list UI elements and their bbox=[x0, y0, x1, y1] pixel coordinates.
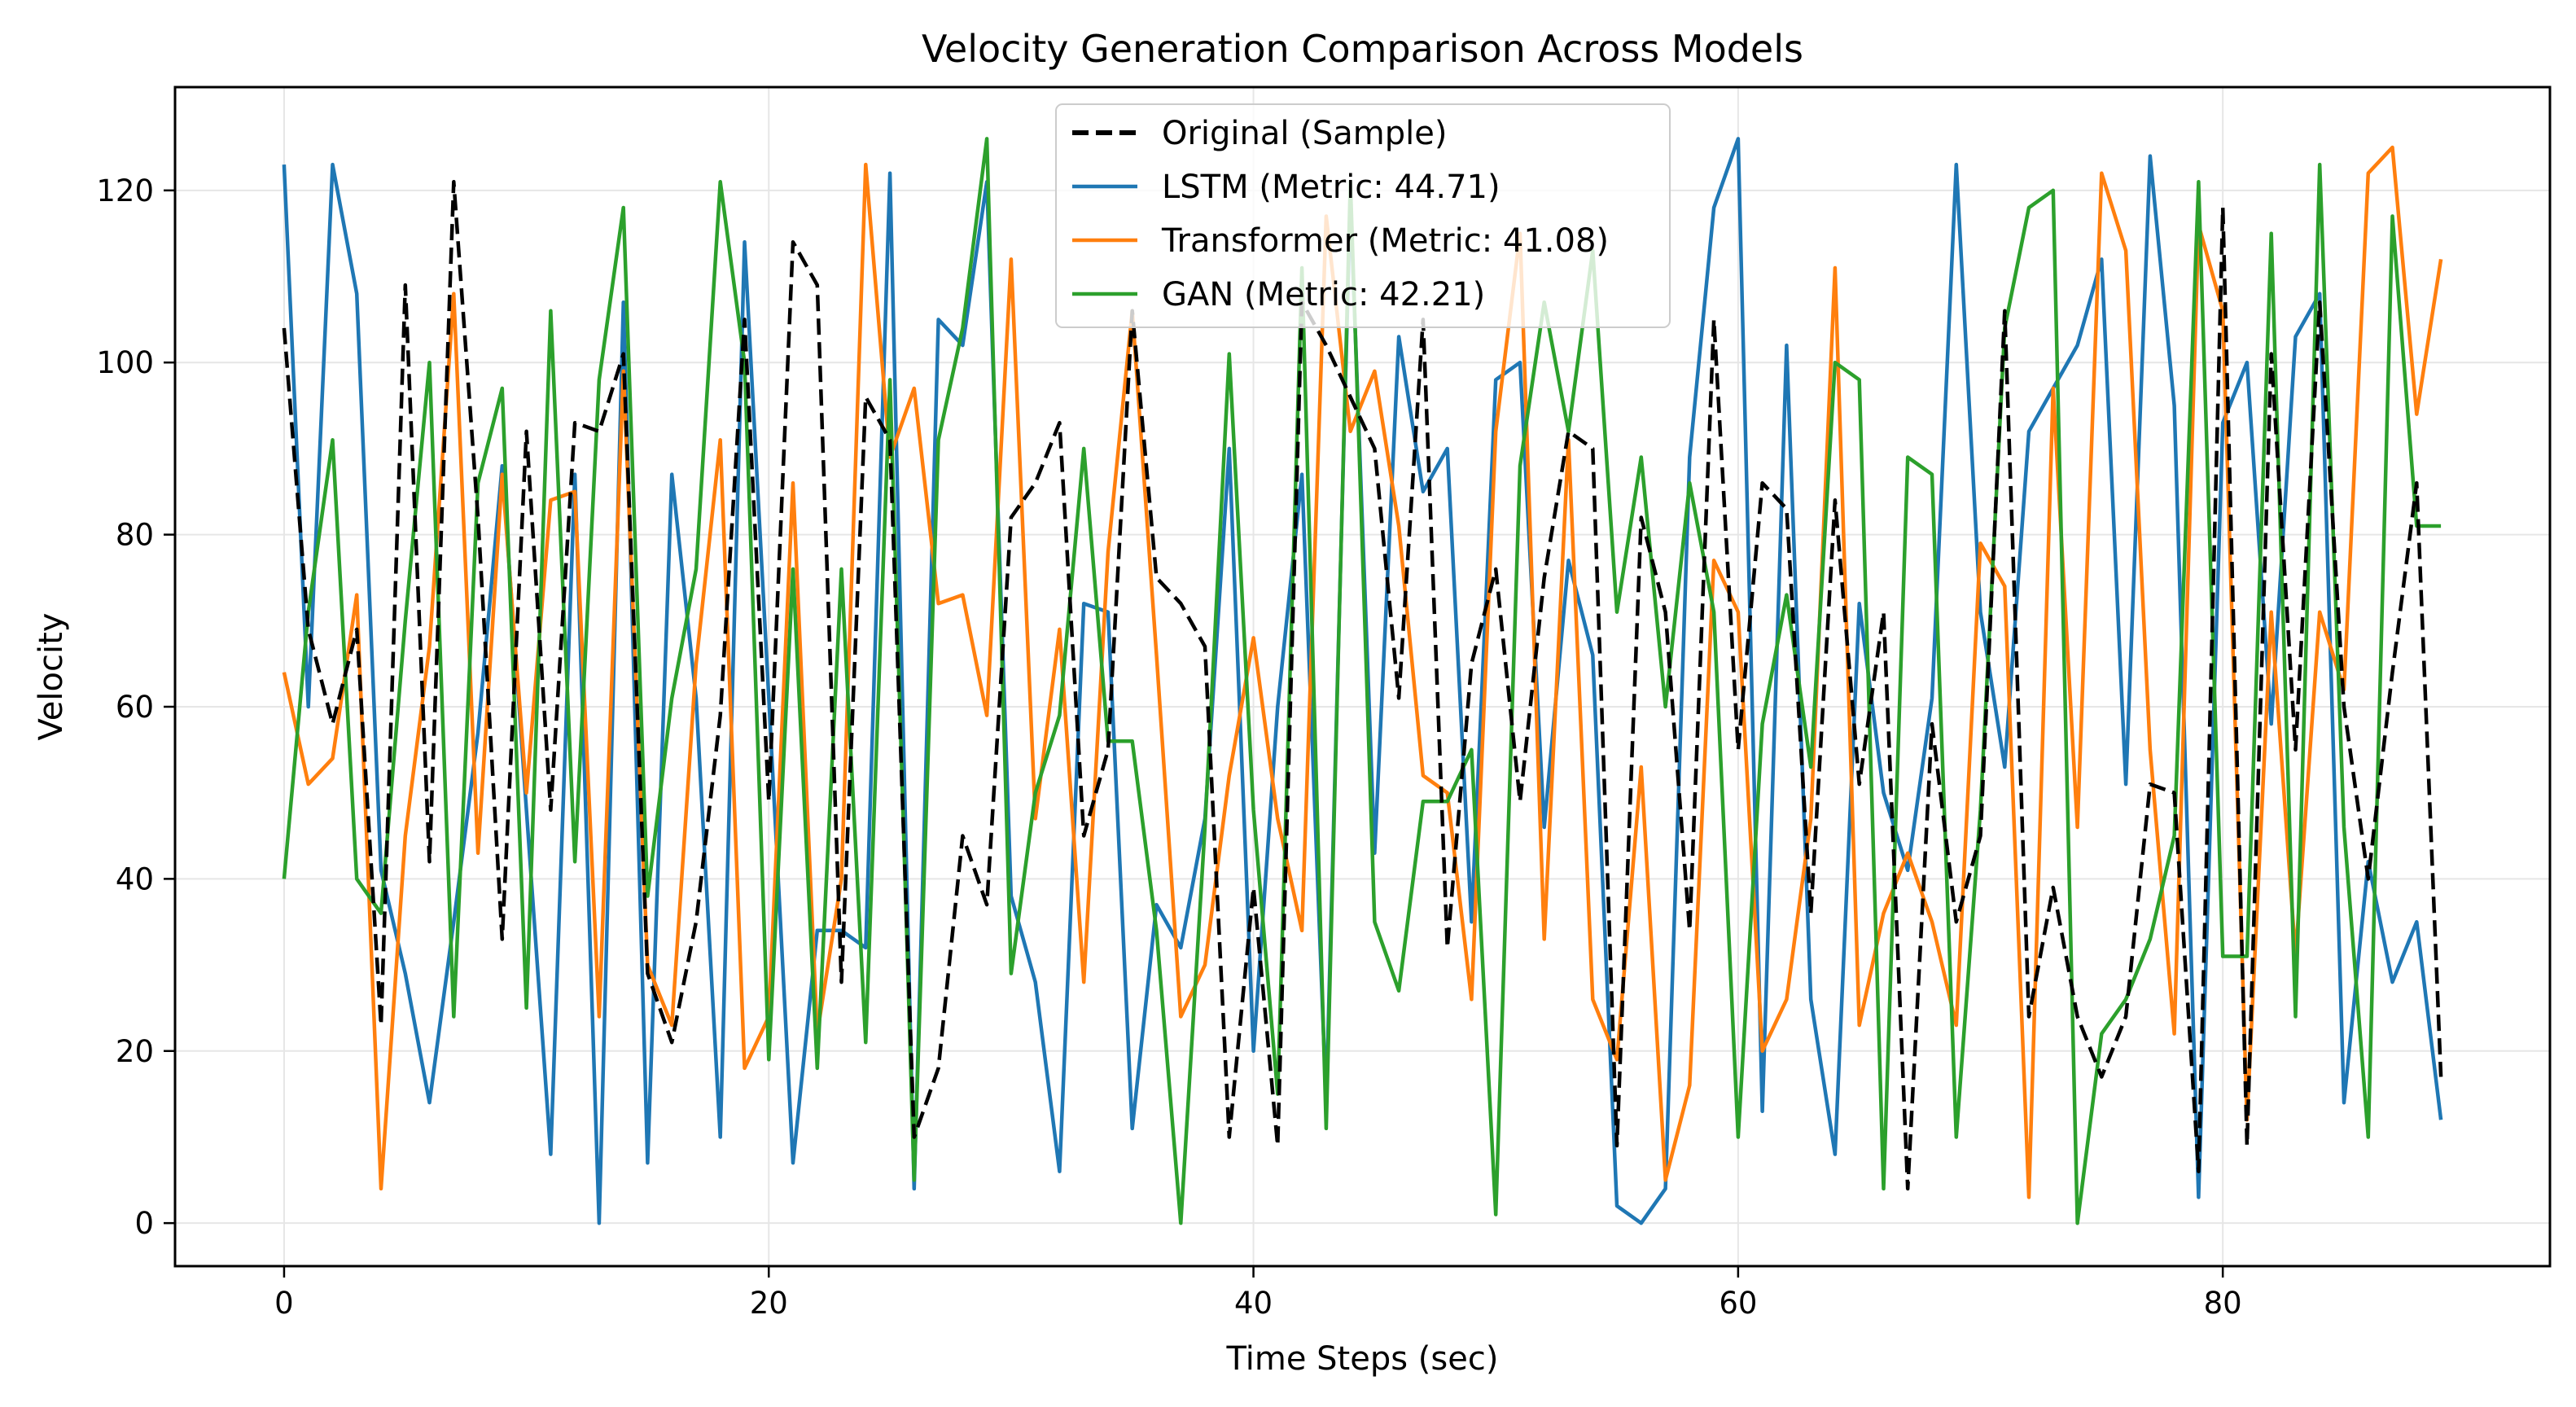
legend: Original (Sample) LSTM (Metric: 44.71) Tra… bbox=[1055, 103, 1671, 328]
x-tick-label: 20 bbox=[750, 1286, 788, 1321]
legend-label-0: Original (Sample) bbox=[1162, 115, 1447, 152]
x-tick-label: 40 bbox=[1234, 1286, 1273, 1321]
y-tick-label: 120 bbox=[96, 173, 154, 208]
legend-box bbox=[1055, 103, 1671, 328]
x-tick-label: 60 bbox=[1719, 1286, 1757, 1321]
y-tick-label: 40 bbox=[116, 861, 154, 896]
axis-ticks: 0 20 40 60 80 0 20 40 60 80 100 120 bbox=[96, 173, 2241, 1321]
x-axis-label: Time Steps (sec) bbox=[1226, 1340, 1499, 1378]
plot-frame bbox=[173, 85, 2552, 1268]
y-tick-label: 20 bbox=[116, 1034, 154, 1069]
series-line-3 bbox=[282, 137, 2442, 1225]
series-line-2 bbox=[282, 145, 2443, 1199]
y-tick-label: 0 bbox=[134, 1206, 154, 1241]
legend-label-1: LSTM (Metric: 44.71) bbox=[1162, 169, 1500, 206]
y-tick-label: 60 bbox=[116, 690, 154, 725]
legend-label-3: GAN (Metric: 42.21) bbox=[1162, 276, 1485, 313]
series-lines bbox=[282, 137, 2443, 1225]
series-line-0 bbox=[282, 180, 2443, 1191]
y-tick-label: 80 bbox=[116, 518, 154, 553]
legend-label-2: Transformer (Metric: 41.08) bbox=[1161, 222, 1609, 260]
chart-title: Velocity Generation Comparison Across Mo… bbox=[922, 27, 1803, 71]
x-tick-label: 0 bbox=[274, 1286, 294, 1321]
y-axis-label: Velocity bbox=[33, 613, 70, 741]
y-tick-label: 100 bbox=[96, 345, 154, 380]
x-tick-label: 80 bbox=[2204, 1286, 2242, 1321]
